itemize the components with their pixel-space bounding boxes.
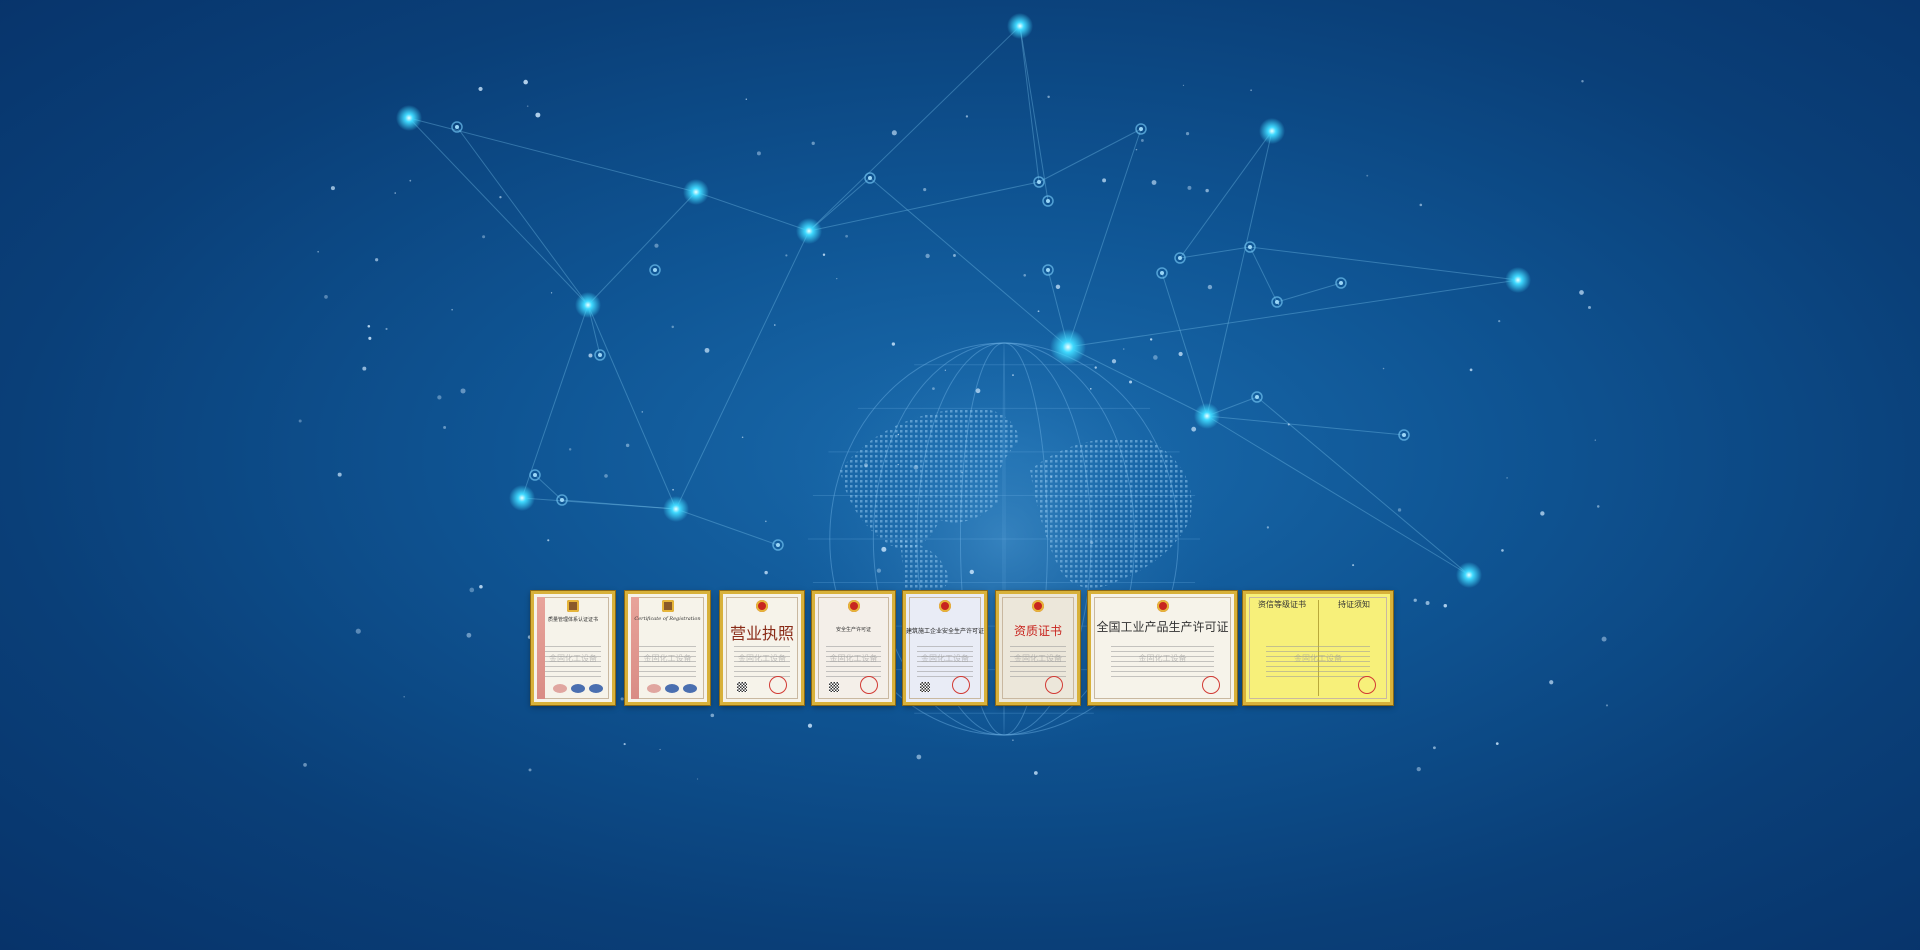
certificate-safety[interactable]: 安全生产许可证金固化工设备 bbox=[812, 591, 895, 705]
watermark: 金固化工设备 bbox=[1138, 654, 1187, 664]
watermark: 金固化工设备 bbox=[549, 654, 597, 664]
certificate-title: 建筑施工企业安全生产许可证 bbox=[906, 628, 985, 635]
glowing-node bbox=[396, 105, 422, 131]
certificate-text-lines bbox=[825, 642, 882, 678]
certificate-title: 安全生产许可证 bbox=[835, 627, 871, 633]
glowing-node bbox=[683, 179, 709, 205]
glowing-node bbox=[1007, 13, 1033, 39]
national-emblem-icon bbox=[567, 600, 579, 612]
watermark: 金固化工设备 bbox=[738, 654, 786, 664]
certificate-border bbox=[1002, 597, 1074, 699]
glowing-node bbox=[1456, 562, 1482, 588]
glowing-node bbox=[575, 292, 601, 318]
certificate-side-band bbox=[631, 597, 639, 699]
watermark: 金固化工设备 bbox=[921, 654, 969, 664]
qr-code-icon bbox=[920, 682, 930, 692]
certificate-title: 全国工业产品生产许可证 bbox=[1096, 620, 1229, 634]
certificate-text-lines bbox=[1111, 642, 1214, 678]
national-emblem-icon bbox=[847, 600, 860, 612]
glowing-node bbox=[663, 496, 689, 522]
certificate-construction[interactable]: 建筑施工企业安全生产许可证 金固化工设备 bbox=[903, 591, 987, 705]
certificate-qualification[interactable]: 资质证书金固化工设备 bbox=[996, 591, 1080, 705]
certificate-title: 资质证书 bbox=[1013, 624, 1062, 638]
glowing-node bbox=[1194, 403, 1220, 429]
certificate-text-lines bbox=[733, 642, 791, 678]
certificate-text-lines bbox=[1009, 642, 1067, 678]
glowing-node bbox=[796, 218, 822, 244]
red-seal-icon bbox=[1202, 676, 1220, 694]
certificate-title: 质量管理体系认证证书 bbox=[547, 617, 598, 623]
watermark: 金固化工设备 bbox=[1294, 654, 1342, 664]
watermark: 金固化工设备 bbox=[829, 654, 878, 664]
certificate-title: 营业执照 bbox=[729, 624, 794, 643]
glowing-node bbox=[1505, 267, 1531, 293]
certificate-text-lines bbox=[1266, 642, 1370, 678]
red-seal-icon bbox=[860, 676, 878, 694]
glowing-node bbox=[1050, 329, 1086, 365]
certificate-border bbox=[909, 597, 981, 699]
red-seal-icon bbox=[769, 676, 787, 694]
watermark: 金固化工设备 bbox=[1014, 654, 1062, 664]
certificate-title: 资信等级证书 bbox=[1258, 600, 1306, 609]
certificate-title-secondary: 持证须知 bbox=[1338, 600, 1370, 609]
glowing-node bbox=[1259, 118, 1285, 144]
accreditation-logos bbox=[645, 684, 699, 693]
national-emblem-icon bbox=[661, 600, 674, 612]
certificate-credit[interactable]: 资信等级证书 持证须知金固化工设备 bbox=[1243, 591, 1393, 705]
certificate-border bbox=[1249, 597, 1387, 699]
certificate-text-lines bbox=[544, 642, 602, 678]
certificate-text-lines bbox=[639, 642, 696, 678]
certificate-text-lines bbox=[916, 642, 974, 678]
certificate-license[interactable]: 营业执照金固化工设备 bbox=[720, 591, 804, 705]
certificate-border bbox=[1094, 597, 1231, 699]
red-seal-icon bbox=[952, 676, 970, 694]
accreditation-logos bbox=[551, 684, 604, 693]
glowing-node bbox=[509, 485, 535, 511]
certificate-border bbox=[726, 597, 798, 699]
national-emblem-icon bbox=[939, 600, 951, 612]
qr-code-icon bbox=[737, 682, 747, 692]
red-seal-icon bbox=[1045, 676, 1063, 694]
qr-code-icon bbox=[829, 682, 839, 692]
national-emblem-icon bbox=[1032, 600, 1044, 612]
red-seal-icon bbox=[1358, 676, 1376, 694]
certificate-industrial[interactable]: 全国工业产品生产许可证金固化工设备 bbox=[1088, 591, 1237, 705]
national-emblem-icon bbox=[1156, 600, 1169, 612]
certificate-iso-en[interactable]: Certificate of Registration 金固化工设备 bbox=[625, 591, 710, 705]
certificate-border bbox=[818, 597, 889, 699]
certificate-side-band bbox=[537, 597, 545, 699]
certificate-iso-cn[interactable]: 质量管理体系认证证书金固化工设备 bbox=[531, 591, 615, 705]
watermark: 金固化工设备 bbox=[643, 654, 692, 664]
national-emblem-icon bbox=[756, 600, 768, 612]
certificate-title: Certificate of Registration bbox=[634, 616, 701, 622]
